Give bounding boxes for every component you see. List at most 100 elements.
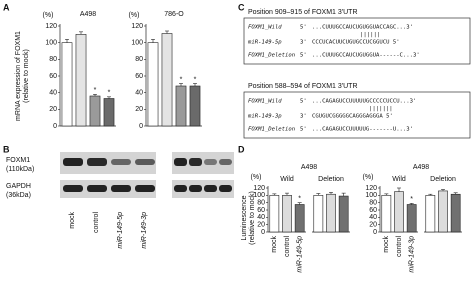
error-bar xyxy=(441,189,445,191)
error-bar xyxy=(384,193,389,196)
error-bar xyxy=(193,83,197,86)
sequence-end: 3' xyxy=(300,40,307,46)
y-tick-label: 40 xyxy=(257,214,265,221)
error-bar xyxy=(93,94,97,96)
bar xyxy=(450,193,461,233)
sequence-name: FOXM1_Deletion xyxy=(248,53,295,59)
sequence-name: FOXM1_Deletion xyxy=(248,127,295,133)
error-bar xyxy=(397,187,401,192)
error-bar xyxy=(272,193,277,196)
y-tick-label: 40 xyxy=(49,90,57,97)
y-tick-label: 20 xyxy=(135,106,143,113)
blot-size: (36kDa) xyxy=(6,192,31,199)
y-tick-label: 80 xyxy=(135,56,143,63)
error-bar xyxy=(65,39,69,43)
bar xyxy=(161,33,173,127)
significance-mark: * xyxy=(298,196,301,203)
significance-mark: * xyxy=(410,196,413,203)
bar xyxy=(394,191,404,233)
bar xyxy=(425,195,436,233)
sequence: ...CUUUGCCAUCUGUGGUACCAGC...3' xyxy=(312,25,413,31)
y-tick-label: 0 xyxy=(373,229,377,236)
bar xyxy=(406,204,417,233)
x-tick-label: control xyxy=(284,236,291,257)
panel-label: B xyxy=(3,144,10,154)
base-pairs: |||||| xyxy=(360,32,380,38)
sequence-end: 5' xyxy=(300,25,307,31)
x-tick-label: control xyxy=(396,236,403,257)
y-axis-label: mRNA expression of FOXM1 xyxy=(15,31,22,121)
error-bar xyxy=(151,39,155,43)
error-bar xyxy=(428,193,433,196)
chart-subtitle: Wild xyxy=(280,176,294,183)
blot-label: GAPDH xyxy=(6,183,31,190)
y-tick-label: 0 xyxy=(53,123,57,130)
y-axis-label: Luminescence xyxy=(241,195,248,240)
bar xyxy=(75,34,87,127)
error-bar xyxy=(341,192,346,197)
y-tick-label: 100 xyxy=(131,40,143,47)
bar xyxy=(338,195,349,233)
base-pairs: ||||||| xyxy=(369,106,393,112)
bar xyxy=(89,95,101,127)
error-bar xyxy=(409,203,414,205)
y-tick-label: 80 xyxy=(257,200,265,207)
y-unit: (%) xyxy=(43,12,54,19)
sequence: ...CAGAGUCCUUUUUG-------U...3' xyxy=(312,127,413,133)
chart-subtitle: Deletion xyxy=(430,176,456,183)
sequence: CCCUCACUUCUGUGCCUCGGUCU 5' xyxy=(312,40,400,46)
sequence-end: 5' xyxy=(300,127,307,133)
y-tick-label: 20 xyxy=(369,222,377,229)
y-tick-label: 0 xyxy=(139,123,143,130)
bar xyxy=(189,85,201,127)
chart-title: A498 xyxy=(413,164,429,171)
y-unit: (%) xyxy=(251,174,262,181)
y-tick-label: 40 xyxy=(135,90,143,97)
chart-title: A498 xyxy=(80,11,96,18)
y-unit: (%) xyxy=(363,174,374,181)
y-tick-label: 100 xyxy=(365,192,377,199)
bar xyxy=(326,193,336,233)
sequence: ...CAGAGUCCUUUUUGCCCCCUCCU...3' xyxy=(312,99,416,105)
bar xyxy=(269,195,280,233)
bar xyxy=(103,98,115,127)
chart-title: A498 xyxy=(301,164,317,171)
y-tick-label: 60 xyxy=(257,207,265,214)
significance-mark: * xyxy=(108,90,111,97)
sequence: CGUGUCGGGGGCAGGGAGGGA 5' xyxy=(312,114,393,120)
chart-subtitle: Wild xyxy=(392,176,406,183)
y-axis-label: (relative to mock) xyxy=(23,49,30,103)
y-tick-label: 100 xyxy=(253,192,265,199)
bar xyxy=(282,195,292,233)
error-bar xyxy=(316,193,321,196)
y-tick-label: 80 xyxy=(49,56,57,63)
bar xyxy=(61,42,73,127)
panel-label: A xyxy=(3,2,10,12)
error-bar xyxy=(107,96,111,99)
error-bar xyxy=(165,30,169,34)
y-tick-label: 60 xyxy=(49,73,57,80)
panel-label: D xyxy=(238,144,245,154)
y-unit: (%) xyxy=(129,12,140,19)
y-tick-label: 60 xyxy=(369,207,377,214)
panel-label: C xyxy=(238,2,245,12)
sequence-name: miR-149-3p xyxy=(247,114,282,120)
sequence: ...CUUUGCCAUCUGUGGUA------C...3' xyxy=(312,53,420,59)
bar xyxy=(381,195,392,233)
x-tick-label: mock xyxy=(271,236,278,253)
significance-mark: * xyxy=(180,76,183,83)
error-bar xyxy=(79,31,83,35)
bar xyxy=(175,85,187,127)
sequence-name: FOXM1_Wild xyxy=(248,25,282,31)
bar xyxy=(313,195,324,233)
y-tick-label: 120 xyxy=(131,23,143,30)
alignment-box xyxy=(243,17,471,65)
sequence-end: 3' xyxy=(300,114,307,120)
error-bar xyxy=(285,192,289,196)
sequence-end: 5' xyxy=(300,99,307,105)
bar xyxy=(294,204,305,233)
error-bar xyxy=(453,192,458,195)
y-tick-label: 40 xyxy=(369,214,377,221)
sequence-name: FOXM1_Wild xyxy=(248,99,282,105)
y-tick-label: 0 xyxy=(261,229,265,236)
